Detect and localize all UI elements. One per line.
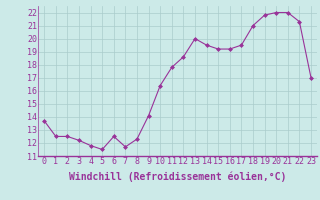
X-axis label: Windchill (Refroidissement éolien,°C): Windchill (Refroidissement éolien,°C)	[69, 172, 286, 182]
